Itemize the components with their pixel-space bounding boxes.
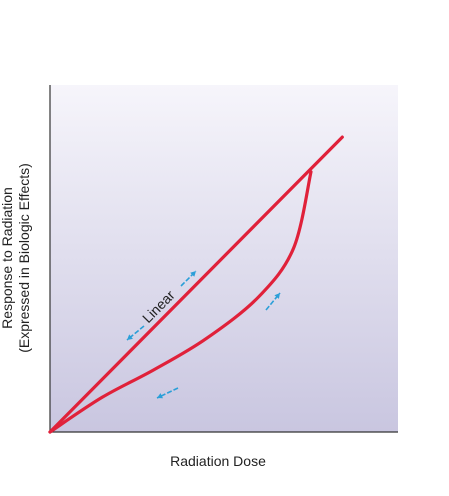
x-axis-label: Radiation Dose bbox=[170, 453, 266, 469]
series-line-curve bbox=[48, 170, 313, 434]
curve-arrow-down bbox=[156, 387, 179, 399]
series-line-linear bbox=[48, 135, 344, 434]
curve-arrow-up bbox=[265, 292, 281, 311]
y-axis-label-line2: (Expressed in Biologic Effects) bbox=[16, 163, 32, 353]
linear-arrow-down bbox=[126, 325, 145, 341]
linear-arrow-up bbox=[180, 270, 197, 287]
series-layer bbox=[48, 135, 344, 434]
y-axis-label-line1: Response to Radiation bbox=[0, 187, 15, 329]
